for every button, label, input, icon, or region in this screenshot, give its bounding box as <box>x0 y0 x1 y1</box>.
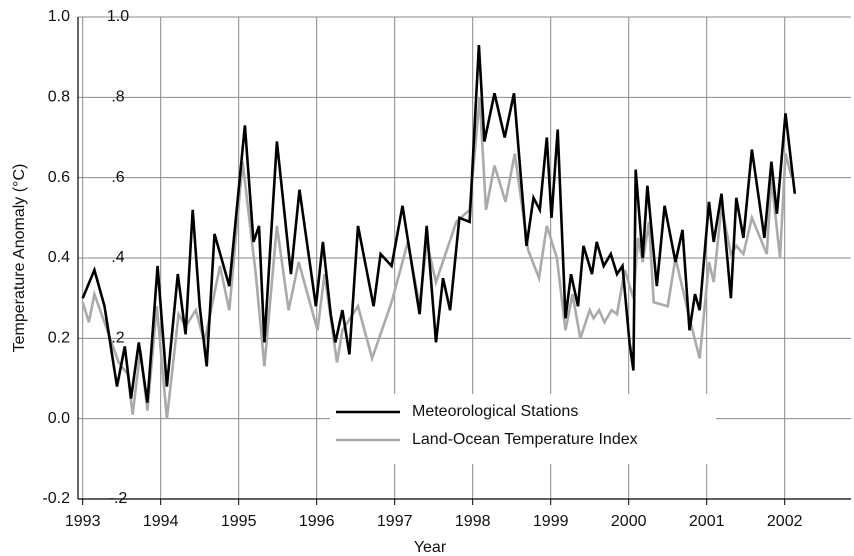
y-tick-label: 0.0 <box>48 410 70 427</box>
legend-box <box>330 394 716 464</box>
legend: Meteorological Stations Land-Ocean Temper… <box>330 394 716 464</box>
inner-y-tick-label: .8 <box>111 89 124 106</box>
inner-y-tick-label: .6 <box>111 169 124 186</box>
y-tick-label: 1.0 <box>48 8 70 25</box>
x-axis-title: Year <box>414 539 447 556</box>
x-tick-label: 2000 <box>611 513 647 530</box>
inner-y-tick-label: .4 <box>111 249 124 266</box>
y-tick-label: 0.8 <box>48 89 70 106</box>
y-tick-label: -0.2 <box>42 490 70 507</box>
x-tick-label: 1995 <box>221 513 257 530</box>
y-axis-title: Temperature Anomaly (°C) <box>11 164 28 353</box>
x-tick-label: 1997 <box>377 513 413 530</box>
y-tick-label: 0.2 <box>48 330 70 347</box>
x-tick-label: 1993 <box>65 513 101 530</box>
inner-y-tick-label: 1.0 <box>107 8 129 25</box>
inner-y-tick-label: .2 <box>111 330 124 347</box>
x-tick-label: 1996 <box>299 513 335 530</box>
legend-label: Land-Ocean Temperature Index <box>412 431 638 448</box>
series-line <box>81 97 793 419</box>
legend-label: Meteorological Stations <box>412 403 578 420</box>
x-tick-label: 2001 <box>689 513 725 530</box>
y-tick-label: 0.6 <box>48 169 70 186</box>
x-tick-label: 1999 <box>533 513 569 530</box>
x-tick-label: 2002 <box>767 513 803 530</box>
y-tick-label: 0.4 <box>48 249 70 266</box>
x-tick-label: 1994 <box>143 513 179 530</box>
series-line <box>81 45 797 403</box>
x-tick-label: 1998 <box>455 513 491 530</box>
